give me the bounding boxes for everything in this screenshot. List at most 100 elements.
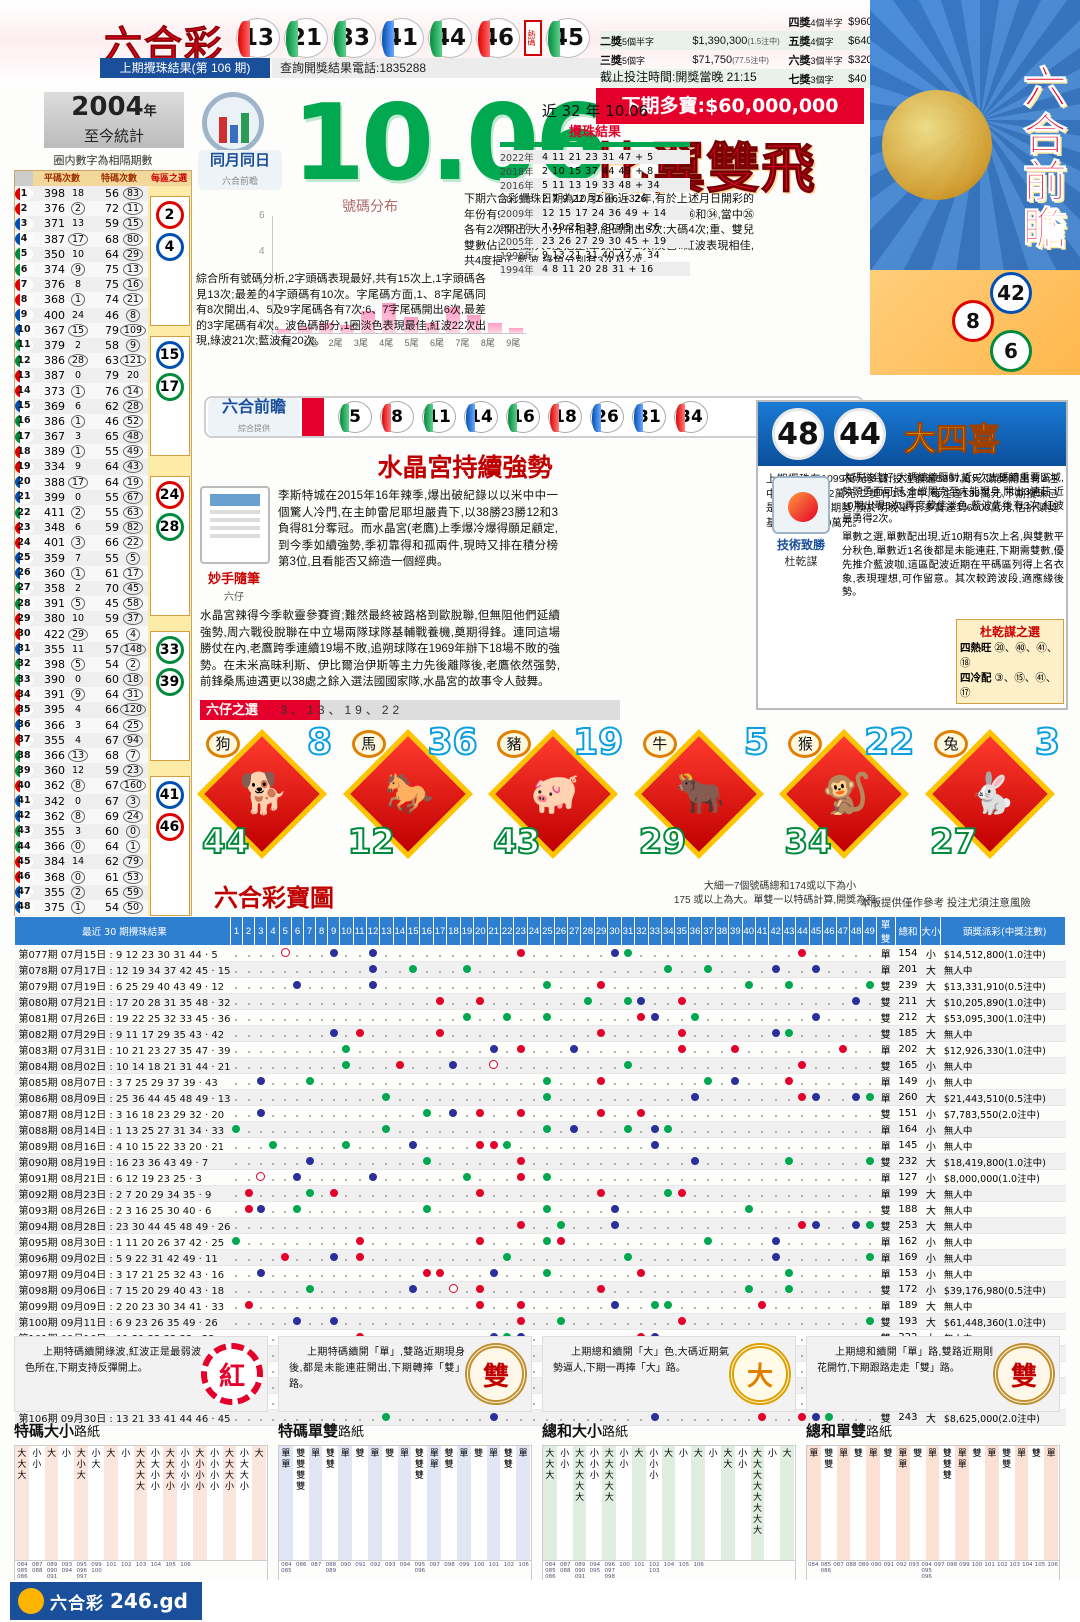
number-cell [567, 1089, 581, 1106]
number-cell [836, 1169, 850, 1186]
number-cell [862, 993, 877, 1010]
number-cell [795, 1153, 810, 1170]
number-cell [279, 1297, 292, 1314]
zodiac-number-top: 8 [306, 721, 333, 764]
number-cell [291, 1121, 304, 1138]
road-column: 單 [397, 1446, 413, 1560]
number-cell [795, 1361, 810, 1378]
table-row: 第093期 08月26日 : 2 3 16 25 30 40 · 6 雙 188 大無… [14, 1201, 1066, 1218]
number-cell [230, 1121, 243, 1138]
road-column: 單 [308, 1446, 324, 1560]
number-cell [648, 1281, 662, 1298]
number-cell [742, 1009, 756, 1026]
number-cell [327, 945, 340, 962]
number-cell [674, 1217, 689, 1234]
number-cell [688, 1265, 702, 1282]
number-cell [353, 1265, 367, 1282]
number-cell [230, 945, 243, 962]
number-cell [554, 945, 568, 962]
number-cell [266, 1025, 280, 1042]
col-num: 4 [266, 916, 280, 946]
number-cell [291, 1249, 304, 1266]
prize-row: 四獎4個半字 $9600 [600, 12, 900, 31]
zodiac-name: 猴 [788, 730, 823, 758]
bigsmall-cell: 小 [920, 1121, 941, 1138]
number-cell [688, 1217, 702, 1234]
sum-cell: 165 [895, 1057, 921, 1074]
number-cell [621, 1009, 635, 1026]
number-cell [279, 1073, 292, 1090]
number-cell [688, 1313, 702, 1330]
prize-table: 四獎4個半字 $9600 二獎5個半字 $1,390,300(1.5注中) 五獎… [600, 12, 900, 88]
number-cell [406, 1185, 420, 1202]
number-cell [513, 1297, 528, 1314]
number-cell [580, 1089, 595, 1106]
road-commentary: 上期總和續開「大」色,大碼近期氣勢逼人,下期一再捧「大」路。大 [542, 1336, 796, 1412]
number-cell [254, 961, 267, 978]
number-cell [433, 1265, 447, 1282]
oddeven-cell: 雙 [876, 1025, 896, 1042]
col-num: 35 [674, 916, 689, 946]
number-cell [809, 961, 823, 978]
number-cell [701, 1233, 716, 1250]
number-cell [419, 961, 434, 978]
number-cell [809, 1041, 823, 1058]
col-num: 29 [593, 916, 609, 946]
history-row: 2015年 2 7 9 22 32 46 + 26 [500, 193, 648, 207]
number-cell [242, 1137, 255, 1154]
number-cell [742, 1249, 756, 1266]
draw-label: 第100期 09月11日 : 6 9 23 26 35 49 · 26 [14, 1313, 231, 1330]
number-cell [406, 1009, 420, 1026]
number-cell [339, 1137, 354, 1154]
chart-x-tick: 2尾 [328, 338, 343, 348]
number-cell [849, 1249, 863, 1266]
number-cell [715, 1201, 729, 1218]
number-cell [513, 945, 528, 962]
number-cell [621, 961, 635, 978]
number-cell [353, 1169, 367, 1186]
number-cell [621, 1201, 635, 1218]
number-cell [339, 945, 354, 962]
number-cell [419, 945, 434, 962]
number-cell [768, 1089, 783, 1106]
number-cell [661, 1041, 675, 1058]
table-row: 第082期 07月29日 : 9 11 17 29 35 43 · 42 雙 185… [14, 1025, 1066, 1042]
number-cell [795, 1121, 810, 1138]
number-cell [621, 1153, 635, 1170]
number-cell [419, 1297, 434, 1314]
number-cell [836, 1009, 850, 1026]
zone-pick-group: 33 39 [149, 631, 190, 761]
prize-6-name: 六獎3個半字 [788, 54, 843, 67]
number-cell [419, 1025, 434, 1042]
number-cell [607, 1121, 622, 1138]
chart-bar [361, 311, 376, 333]
number-cell [742, 1169, 756, 1186]
number-cell [554, 1281, 568, 1298]
chart-x-tick: 8尾 [480, 338, 495, 348]
number-cell [419, 1041, 434, 1058]
number-cell [634, 961, 649, 978]
number-cell [254, 1137, 267, 1154]
number-cell [849, 1185, 863, 1202]
number-cell [406, 961, 420, 978]
number-cell [487, 1153, 501, 1170]
number-cell [661, 945, 675, 962]
number-cell [795, 1041, 810, 1058]
table-row: 第087期 08月12日 : 3 16 18 23 29 32 · 20 雙 151… [14, 1105, 1066, 1122]
number-cell [580, 1281, 595, 1298]
number-cell [291, 1137, 304, 1154]
zone-pick-ball: 15 [155, 341, 184, 369]
road-id-column: 094 [399, 1562, 411, 1568]
previous-draw-label: 上期攪珠結果(第 106 期) [100, 58, 270, 78]
number-cell [366, 977, 380, 994]
number-cell [715, 1121, 729, 1138]
draw-label: 第091期 08月21日 : 6 12 19 23 25 · 3 [14, 1169, 231, 1186]
sum-cell: 193 [895, 1313, 921, 1330]
magnifier-icon [202, 92, 264, 154]
road-column: 大 [780, 1446, 796, 1560]
number-cell [446, 961, 461, 978]
number-cell [446, 1153, 461, 1170]
number-cell [366, 1313, 380, 1330]
number-cell [701, 977, 716, 994]
number-cell [446, 1025, 461, 1042]
